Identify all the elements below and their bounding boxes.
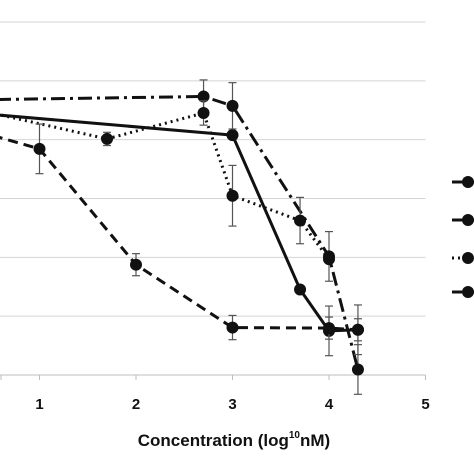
series-4	[0, 123, 364, 356]
x-axis-title: Concentration (log10nM)	[138, 430, 330, 450]
data-point	[101, 132, 114, 145]
data-point	[197, 107, 210, 120]
data-point	[197, 90, 210, 103]
x-tick-label: 2	[132, 396, 140, 413]
legend	[452, 176, 474, 298]
axes	[0, 374, 426, 380]
legend-entry	[452, 214, 474, 226]
legend-entry	[452, 252, 474, 264]
legend-marker	[462, 176, 474, 188]
data-point	[226, 99, 239, 112]
x-axis-title-end: nM)	[300, 431, 330, 450]
data-point	[226, 129, 239, 142]
legend-marker	[462, 252, 474, 264]
data-point	[130, 258, 142, 271]
x-tick-label: 5	[421, 396, 429, 413]
x-tick-label: 4	[325, 396, 334, 413]
x-tick-labels: 1 2 3 4 5	[35, 396, 429, 413]
data-point	[323, 322, 335, 335]
x-tick-label: 1	[35, 396, 43, 413]
legend-marker	[462, 286, 474, 298]
data-point	[226, 321, 239, 334]
x-tick-label: 3	[228, 396, 236, 413]
data-point	[294, 214, 307, 227]
data-point	[226, 189, 239, 202]
series-3	[0, 100, 335, 266]
data-point	[351, 323, 364, 336]
legend-marker	[462, 214, 474, 226]
x-axis-title-main: Concentration (log	[138, 431, 289, 450]
data-point	[33, 142, 46, 155]
series-layer	[0, 79, 364, 395]
legend-entry	[452, 286, 474, 298]
x-axis-title-sup: 10	[289, 430, 301, 441]
legend-entry	[452, 176, 474, 188]
data-point	[323, 253, 335, 266]
data-point	[294, 283, 307, 296]
gridlines	[0, 21, 426, 317]
data-point	[351, 363, 364, 376]
series-line	[0, 136, 358, 332]
series-1	[0, 113, 364, 357]
